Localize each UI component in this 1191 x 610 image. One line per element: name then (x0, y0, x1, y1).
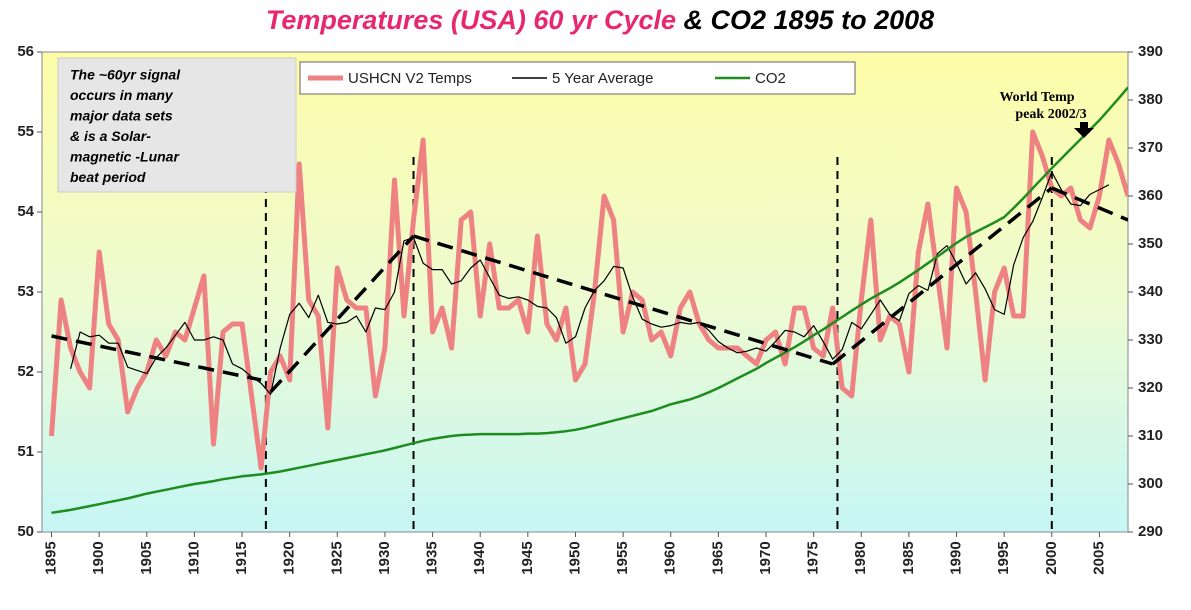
x-tick-label: 1915 (233, 541, 250, 574)
legend-label: CO2 (755, 70, 786, 87)
series-line (49, 129, 1128, 471)
annotation-box (57, 57, 297, 193)
x-tick-label: 2000 (1043, 541, 1060, 574)
x-tick-label: 1910 (185, 541, 202, 574)
y2-tick-label: 360 (1138, 187, 1163, 204)
x-tick-label: 1965 (709, 541, 726, 574)
y2-tick-label: 320 (1138, 379, 1163, 396)
chart-title: Temperatures (USA) 60 yr Cycle & CO2 189… (266, 5, 934, 35)
y-tick-label: 51 (17, 443, 34, 460)
x-tick-label: 1985 (900, 541, 917, 574)
y2-tick-label: 340 (1138, 283, 1163, 300)
y-tick-label: 50 (17, 523, 34, 540)
y-tick-label: 54 (17, 203, 34, 220)
annotation-text: magnetic -Lunar (70, 149, 180, 165)
annotation-text: & is a Solar- (70, 128, 151, 144)
peak-text: World Temp (999, 90, 1074, 105)
annotation-text: beat period (70, 169, 146, 185)
x-tick-label: 1895 (42, 541, 59, 574)
legend-label: USHCN V2 Temps (348, 70, 472, 87)
trend-line (51, 334, 262, 382)
y2-tick-label: 390 (1138, 43, 1163, 60)
x-tick-label: 1940 (471, 541, 488, 574)
y2-tick-label: 330 (1138, 331, 1163, 348)
x-tick-label: 1925 (328, 541, 345, 574)
trend-line (269, 234, 415, 394)
x-tick-label: 1930 (376, 541, 393, 574)
y2-tick-label: 290 (1138, 523, 1163, 540)
y-tick-label: 53 (17, 283, 34, 300)
y-tick-label: 55 (17, 123, 34, 140)
x-tick-label: 1990 (947, 541, 964, 574)
title-part: & CO2 1895 to 2008 (676, 5, 934, 35)
x-tick-label: 1950 (566, 541, 583, 574)
x-tick-label: 1905 (138, 541, 155, 574)
y2-tick-label: 300 (1138, 475, 1163, 492)
y2-tick-label: 350 (1138, 235, 1163, 252)
y2-tick-label: 310 (1138, 427, 1163, 444)
annotation-text: occurs in many (70, 87, 174, 103)
y2-tick-label: 380 (1138, 91, 1163, 108)
annotation-text: major data sets (70, 108, 173, 124)
series-line (51, 86, 1128, 515)
y2-tick-label: 370 (1138, 139, 1163, 156)
x-tick-label: 1935 (424, 541, 441, 574)
axes: 50 51 52 53 54 55 56 290 300 310 320 330 340 350 360 37… (17, 43, 1163, 575)
annotation-text: The ~60yr signal (70, 67, 181, 83)
series-line (70, 171, 1110, 395)
legend-label: 5 Year Average (552, 70, 653, 87)
x-tick-label: 1955 (614, 541, 631, 574)
x-tick-label: 2005 (1090, 541, 1107, 574)
trend-line (831, 186, 1053, 366)
trend-line (1051, 186, 1128, 222)
plot-layer (49, 86, 1128, 532)
legend: USHCN V2 Temps 5 Year Average CO2 (299, 61, 856, 95)
peak-arrow (1074, 122, 1094, 138)
y-tick-label: 56 (17, 43, 34, 60)
title-part: Temperatures (USA) 60 yr Cycle (266, 5, 676, 35)
y-tick-label: 52 (17, 363, 34, 380)
x-tick-label: 1995 (995, 541, 1012, 574)
x-tick-label: 1980 (852, 541, 869, 574)
x-tick-label: 1975 (805, 541, 822, 574)
trend-line (413, 234, 834, 366)
x-tick-label: 1970 (757, 541, 774, 574)
x-tick-label: 1960 (662, 541, 679, 574)
peak-text: peak 2002/3 (1015, 107, 1086, 122)
legend-box (299, 61, 856, 95)
x-tick-label: 1920 (281, 541, 298, 574)
x-tick-label: 1945 (519, 541, 536, 574)
x-tick-label: 1900 (90, 541, 107, 574)
